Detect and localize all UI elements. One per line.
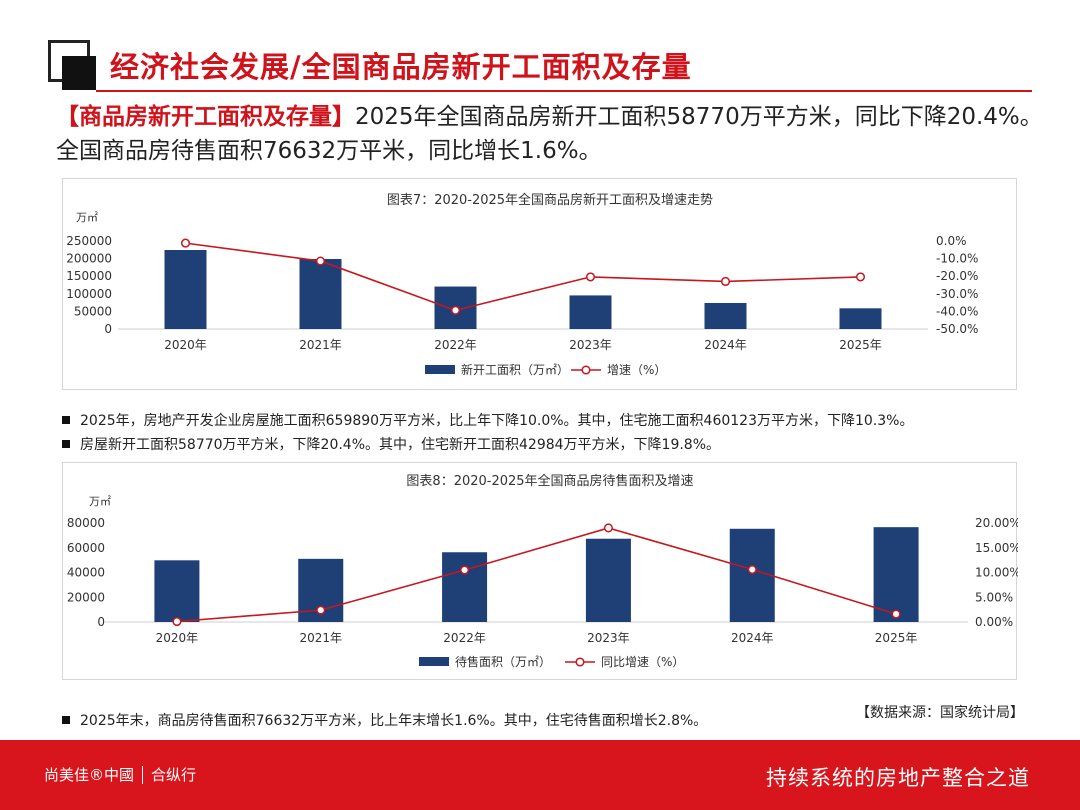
chart-8-y-tick: 60000 [67, 541, 105, 555]
chart-8-bar [873, 527, 919, 622]
title-divider [96, 90, 1032, 92]
chart-7-y-tick: 50000 [74, 304, 112, 318]
chart-8-legend-line-label: 同比增速（%） [601, 655, 684, 669]
chart-8-line [176, 527, 897, 623]
chart-8-bar [442, 552, 488, 622]
chart-8-legend-line-marker [575, 657, 585, 667]
chart-7-x-tick: 2020年 [164, 338, 207, 352]
logo-square-fill [62, 56, 96, 90]
chart-7-x-tick: 2021年 [299, 338, 342, 352]
footer-brand: 尚美佳®中國 合纵行 [44, 764, 196, 785]
footer-slogan: 持续系统的房地产整合之道 [766, 766, 1030, 790]
summary-line-1: 【商品房新开工面积及存量】2025年全国商品房新开工面积58770万平方米，同比… [56, 100, 1066, 134]
chart-7-frame: 图表7：2020-2025年全国商品房新开工面积及增速走势万㎡ 250000 200… [62, 178, 1017, 390]
chart-8-line-point [316, 605, 326, 615]
chart-8-y-tick: 80000 [67, 516, 105, 530]
brand-separator [142, 766, 144, 784]
summary-highlight: 【商品房新开工面积及存量】 [56, 104, 355, 130]
chart-8-x-tick: 2024年 [731, 631, 774, 645]
chart-8-y2-tick: 0.00% [975, 615, 1013, 629]
bullet-square-icon [62, 716, 70, 724]
chart-7-x-tick: 2025年 [839, 338, 882, 352]
brand-right: 合纵行 [151, 766, 197, 784]
chart-7-y-tick: 150000 [66, 269, 112, 283]
data-source: 【数据来源：国家统计局】 [856, 705, 1024, 721]
chart-7-line-point [585, 272, 596, 282]
chart-8-x-tick: 2022年 [443, 631, 486, 645]
chart-7-bar [299, 258, 342, 329]
chart-7-bar [839, 308, 882, 329]
page-title: 经济社会发展/全国商品房新开工面积及存量 [110, 50, 692, 84]
chart-8-bar [729, 528, 775, 622]
note-item-1: 2025年，房地产开发企业房屋施工面积659890万平方米，比上年下降10.0%… [62, 410, 913, 430]
summary-line-1-text: 2025年全国商品房新开工面积58770万平方米，同比下降20.4%。 [355, 104, 1043, 130]
chart-7-x-tick: 2023年 [569, 338, 612, 352]
chart-8-legend-bar-swatch [419, 657, 449, 666]
chart-7-title: 图表7：2020-2025年全国商品房新开工面积及增速走势 [387, 192, 713, 208]
chart-7-x-tick: 2024年 [704, 338, 747, 352]
chart-8-y2-tick: 5.00% [975, 590, 1013, 604]
chart-7-legend-bar-swatch [425, 365, 455, 374]
note-text-3: 2025年末，商品房待售面积76632万平方米，比上年末增长1.6%。其中，住宅… [80, 713, 708, 729]
chart-8-y-tick: 40000 [67, 566, 105, 580]
chart-7-y2-tick: -10.0% [936, 252, 978, 266]
chart-7-x-tick: 2022年 [434, 338, 477, 352]
chart-8-line-point [603, 523, 613, 533]
chart-7-y-tick: 200000 [66, 252, 112, 266]
chart-7-line-point [315, 256, 326, 266]
chart-7-line-point [450, 305, 461, 315]
chart-7-y-tick: 250000 [66, 234, 112, 248]
footer-bar [0, 740, 1080, 810]
chart-7-bar [704, 302, 747, 329]
summary-text: 【商品房新开工面积及存量】2025年全国商品房新开工面积58770万平方米，同比… [56, 100, 1066, 168]
note-item-2: 房屋新开工面积58770万平方米，下降20.4%。其中，住宅新开工面积42984… [62, 434, 720, 454]
chart-7-y2-tick: -30.0% [936, 287, 978, 301]
chart-7-y-tick: 100000 [66, 287, 112, 301]
chart-8-y-tick: 0 [97, 615, 105, 629]
chart-8-x-tick: 2021年 [299, 631, 342, 645]
chart-7-y2-tick: 0.0% [936, 234, 967, 248]
chart-7-y-tick: 0 [104, 322, 112, 336]
summary-line-2: 全国商品房待售面积76632万平米，同比增长1.6%。 [56, 138, 602, 164]
chart-7-y2-tick: -20.0% [936, 269, 978, 283]
chart-7-bar [569, 295, 612, 329]
chart-7-bar [164, 249, 207, 329]
chart-8-y2-tick: 10.00% [975, 566, 1018, 580]
chart-8-x-tick: 2023年 [587, 631, 630, 645]
chart-8-y-tick: 20000 [67, 590, 105, 604]
chart-7-line-point [855, 272, 866, 282]
note-text-1: 2025年，房地产开发企业房屋施工面积659890万平方米，比上年下降10.0%… [80, 413, 914, 429]
chart-7-line-point [180, 238, 191, 248]
note-item-3: 2025年末，商品房待售面积76632万平方米，比上年末增长1.6%。其中，住宅… [62, 710, 707, 730]
chart-8-legend-bar-label: 待售面积（万㎡） [455, 654, 551, 669]
chart-8-frame: 图表8：2020-2025年全国商品房待售面积及增速万㎡ 80000 60000 40… [62, 462, 1018, 680]
chart-7-legend-bar-label: 新开工面积（万㎡） [461, 362, 569, 377]
chart-7-y2-tick: -40.0% [936, 304, 978, 318]
note-text-2: 房屋新开工面积58770万平方米，下降20.4%。其中，住宅新开工面积42984… [80, 437, 721, 453]
chart-8-x-tick: 2020年 [156, 631, 199, 645]
chart-7-legend-line-label: 增速（%） [607, 363, 666, 377]
chart-8-y2-tick: 20.00% [975, 516, 1018, 530]
chart-8-title: 图表8：2020-2025年全国商品房待售面积及增速 [406, 473, 693, 489]
chart-8-y2-tick: 15.00% [975, 541, 1018, 555]
chart-8-line-point [891, 609, 901, 619]
chart-7-y2-tick: -50.0% [936, 322, 978, 336]
chart-8-x-tick: 2025年 [875, 631, 918, 645]
brand-left: 尚美佳®中國 [44, 766, 135, 784]
chart-8-line-point [460, 565, 470, 575]
chart-8-y-unit: 万㎡ [89, 495, 111, 508]
chart-7-line [185, 242, 861, 312]
chart-8-line-point [747, 564, 757, 575]
chart-7-line-point [720, 276, 731, 287]
chart-8-line-point [172, 616, 182, 627]
chart-8-bar [585, 538, 631, 622]
bullet-square-icon [62, 416, 70, 424]
bullet-square-icon [62, 440, 70, 448]
chart-8-bar [154, 560, 200, 622]
chart-7-legend-line-marker [581, 365, 591, 375]
chart-7-y-unit: 万㎡ [76, 211, 98, 224]
